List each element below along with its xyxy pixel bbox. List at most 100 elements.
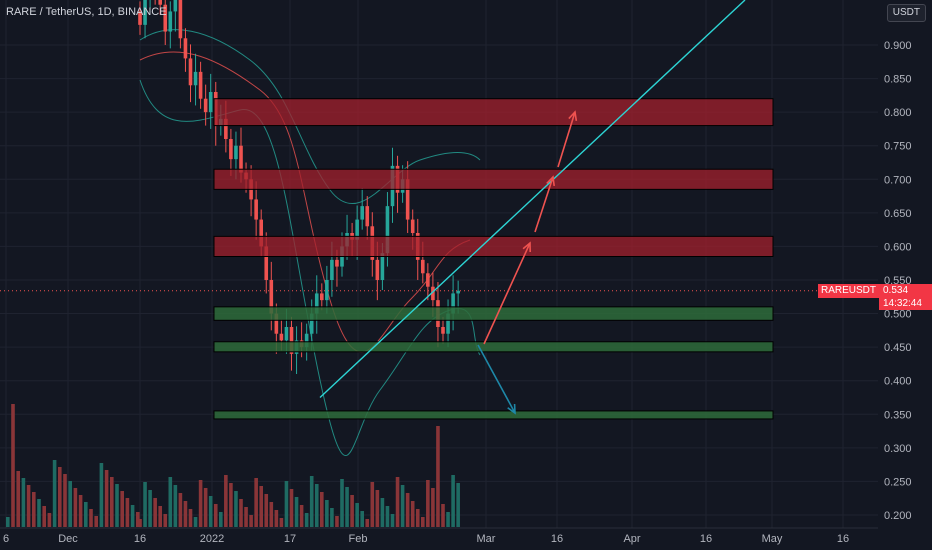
time-tick: Mar <box>477 533 496 545</box>
volume-bar <box>183 501 188 527</box>
volume-bar <box>78 495 83 527</box>
candle-body <box>188 58 193 86</box>
volume-bar <box>229 483 233 527</box>
trendline <box>319 0 746 399</box>
price-tick: 0.400 <box>884 376 912 388</box>
volume-bar <box>178 493 183 527</box>
time-tick: Apr <box>623 533 640 545</box>
candle-body <box>203 98 208 113</box>
volume-bar <box>456 483 460 527</box>
volume-bar <box>138 519 142 527</box>
volume-bar <box>436 426 440 527</box>
volume-bar <box>325 500 329 527</box>
volume-bar <box>203 488 208 527</box>
price-tick: 0.800 <box>884 107 912 119</box>
volume-bar <box>360 511 364 527</box>
volume-bar <box>11 404 15 527</box>
price-tick: 0.250 <box>884 476 912 488</box>
candle-body <box>314 293 319 314</box>
volume-bar <box>143 482 147 527</box>
volume-bar <box>63 474 67 527</box>
time-tick: May <box>762 533 783 545</box>
price-tick: 0.650 <box>884 208 912 220</box>
volume-bar <box>380 498 385 527</box>
volume-bar <box>158 506 162 527</box>
volume-bar <box>110 477 114 527</box>
candle-body <box>380 253 385 280</box>
resistance-zone <box>213 98 774 127</box>
volume-bar <box>254 478 258 527</box>
candle-body <box>178 0 183 39</box>
time-tick: Feb <box>349 533 368 545</box>
volume-bar <box>148 490 152 527</box>
volume-bar <box>330 508 334 527</box>
candle-body <box>259 219 263 247</box>
volume-bar <box>395 477 400 527</box>
annotations <box>0 0 878 415</box>
volume-bar <box>130 505 135 527</box>
volume-bar <box>264 494 269 527</box>
candle-body <box>168 11 173 32</box>
arrow-up-1 <box>483 242 531 345</box>
candle-body <box>183 38 188 59</box>
candle-body <box>456 290 460 294</box>
volume-bar <box>421 517 425 527</box>
volume-bar <box>224 475 228 527</box>
volume-bar <box>370 482 375 527</box>
candle-body <box>365 206 370 227</box>
arrow-up-3 <box>557 111 576 168</box>
arrow-up-2-head <box>546 175 555 187</box>
volume-bar <box>385 506 390 527</box>
price-tick: 0.500 <box>884 309 912 321</box>
volume-bar <box>244 507 248 527</box>
volume-bar <box>350 495 354 527</box>
volume-bar <box>426 480 430 527</box>
price-tick: 0.900 <box>884 40 912 52</box>
volume-bar <box>239 499 243 527</box>
support-zone <box>213 306 774 321</box>
volume-bar <box>104 470 109 527</box>
volume-bar <box>37 499 41 527</box>
volume-bar <box>441 504 445 527</box>
time-tick: 17 <box>284 533 296 545</box>
volume-bar <box>335 516 339 527</box>
time-tick: 16 <box>837 533 849 545</box>
price-tick: 0.750 <box>884 141 912 153</box>
candle-body <box>234 145 238 160</box>
candle-body <box>173 0 178 12</box>
volume-bar <box>400 485 405 527</box>
candle-body <box>421 259 425 274</box>
volume-bar <box>32 492 36 527</box>
currency-label[interactable]: USDT <box>886 4 926 22</box>
support-zone <box>213 410 774 420</box>
chart-title: RARE / TetherUS, 1D, BINANCE <box>6 6 167 18</box>
candle-body <box>229 139 233 160</box>
volume-bar <box>299 505 304 527</box>
candle-body <box>335 259 339 267</box>
volume-bar <box>365 519 370 527</box>
arrow-up-1-head <box>522 241 532 253</box>
time-tick: 2022 <box>200 533 224 545</box>
volume-bar <box>294 497 299 527</box>
arrow-down <box>477 344 516 414</box>
time-tick: Dec <box>58 533 78 545</box>
candle-body <box>289 327 294 354</box>
last-price-value: 0.534 <box>883 285 909 296</box>
volume-bar <box>355 503 359 527</box>
candle-body <box>304 333 309 348</box>
volume-bar <box>345 487 349 527</box>
volume-bars <box>6 404 460 527</box>
candle-body <box>355 219 359 240</box>
candle-body <box>239 145 243 173</box>
volume-bar <box>415 509 420 527</box>
last-price-label: 0.534 14:32:44 <box>879 284 932 310</box>
candle-body <box>360 206 364 220</box>
candle-body <box>446 313 450 334</box>
volume-bar <box>375 490 380 527</box>
volume-bar <box>431 488 435 527</box>
arrow-up-2 <box>534 176 554 233</box>
price-axis-bg <box>878 0 932 550</box>
volume-bar <box>153 498 157 527</box>
time-tick: 16 <box>551 533 563 545</box>
